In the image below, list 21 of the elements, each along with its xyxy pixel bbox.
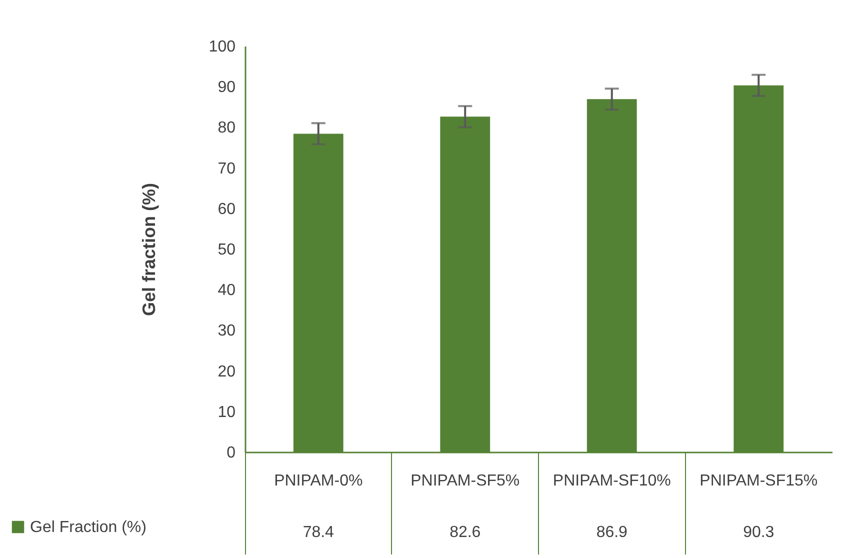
y-tick-label: 80: [218, 120, 236, 137]
y-tick-label: 100: [208, 38, 236, 56]
y-tick-label: 70: [218, 160, 236, 178]
x-tick-label: PNIPAM-SF10%: [552, 472, 671, 490]
data-label: 78.4: [302, 524, 334, 541]
x-tick-label: PNIPAM-SF5%: [410, 472, 520, 490]
y-tick-label: 20: [218, 363, 236, 380]
data-label: 82.6: [450, 524, 481, 541]
y-tick-label: 10: [218, 404, 236, 421]
y-tick-label: 40: [218, 282, 236, 300]
legend-label: Gel Fraction (%): [30, 519, 146, 536]
y-tick-label: 0: [226, 444, 236, 462]
y-tick-label: 30: [218, 322, 236, 340]
y-tick-label: 90: [218, 79, 236, 96]
data-label: 86.9: [596, 524, 628, 541]
y-tick-label: 50: [218, 242, 236, 258]
y-axis-title: Gel fraction (%): [138, 182, 159, 316]
data-label: 90.3: [743, 524, 774, 541]
x-tick-label: PNIPAM-SF15%: [700, 472, 818, 490]
y-tick-label: 60: [218, 200, 236, 218]
x-tick-label: PNIPAM-0%: [274, 472, 363, 490]
